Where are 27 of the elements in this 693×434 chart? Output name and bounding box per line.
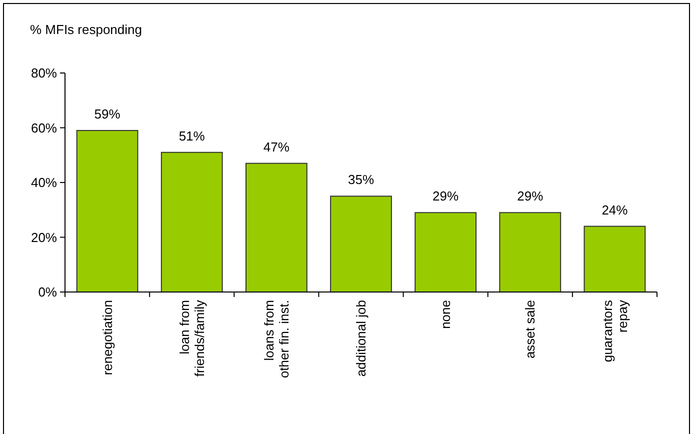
y-tick-label: 20% — [30, 230, 58, 245]
data-label: 24% — [602, 202, 628, 218]
data-label: 35% — [348, 172, 374, 188]
bar — [414, 212, 477, 292]
x-tick-label: loans from other fin. inst. — [261, 300, 292, 378]
x-tick-label: asset sale — [522, 300, 538, 359]
data-label: 59% — [94, 106, 121, 122]
bar — [584, 226, 646, 292]
data-label: 29% — [517, 188, 544, 204]
x-tick-label: loan from friends/family — [176, 300, 207, 377]
y-tick-label: 60% — [30, 120, 58, 136]
x-tick-label: none — [438, 300, 454, 329]
bar — [76, 130, 138, 292]
y-tick-label: 80% — [30, 66, 58, 81]
y-axis-title: % MFIs responding — [30, 22, 142, 37]
bar — [160, 152, 223, 292]
y-tick-label: 40% — [30, 175, 58, 190]
x-tick-label: renegotiation — [100, 300, 115, 376]
data-label: 47% — [263, 139, 290, 154]
bar — [499, 212, 562, 292]
bar — [245, 162, 308, 292]
data-label: 29% — [432, 188, 460, 204]
bar — [330, 196, 392, 292]
y-tick-label: 0% — [38, 284, 58, 300]
x-tick-label: additional job — [354, 300, 369, 377]
data-label: 51% — [178, 128, 206, 144]
x-tick-label: guarantors repay — [600, 300, 630, 362]
